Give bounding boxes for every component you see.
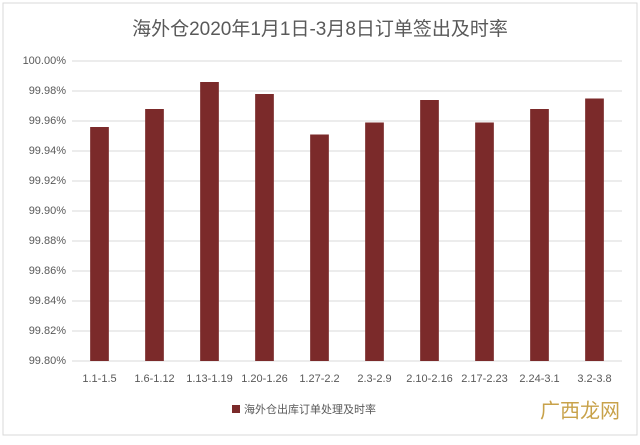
x-tick-label: 2.24-3.1: [519, 373, 559, 385]
x-tick-label: 1.27-2.2: [299, 373, 339, 385]
x-tick-label: 1.13-1.19: [186, 373, 232, 385]
bar: [585, 98, 604, 361]
x-tick-label: 2.10-2.16: [406, 373, 452, 385]
watermark: 广西龙网: [540, 399, 620, 422]
x-tick-label: 1.1-1.5: [82, 373, 116, 385]
chart-title: 海外仓2020年1月1日-3月8日订单签出及时率: [132, 18, 508, 40]
legend-swatch: [232, 405, 240, 413]
bar: [420, 100, 439, 361]
x-tick-label: 1.20-1.26: [241, 373, 287, 385]
y-tick-label: 99.96%: [29, 115, 67, 127]
y-tick-label: 100.00%: [23, 55, 67, 67]
bar: [530, 109, 549, 361]
bar: [475, 122, 494, 361]
bar: [310, 134, 329, 361]
y-tick-label: 99.90%: [29, 205, 67, 217]
bar: [145, 109, 164, 361]
y-tick-label: 99.80%: [29, 355, 67, 367]
bar: [365, 122, 384, 361]
bar: [90, 127, 109, 361]
y-tick-label: 99.92%: [29, 175, 67, 187]
x-tick-label: 2.3-2.9: [357, 373, 391, 385]
x-tick-label: 2.17-2.23: [461, 373, 507, 385]
y-tick-label: 99.82%: [29, 325, 67, 337]
legend-label: 海外仓出库订单处理及时率: [244, 402, 376, 416]
x-tick-label: 3.2-3.8: [577, 373, 611, 385]
y-tick-label: 99.94%: [29, 145, 67, 157]
bar: [255, 94, 274, 361]
y-tick-label: 99.98%: [29, 85, 67, 97]
x-tick-label: 1.6-1.12: [134, 373, 174, 385]
y-tick-label: 99.84%: [29, 295, 67, 307]
bar: [200, 82, 219, 361]
y-tick-label: 99.88%: [29, 235, 67, 247]
y-tick-label: 99.86%: [29, 265, 67, 277]
